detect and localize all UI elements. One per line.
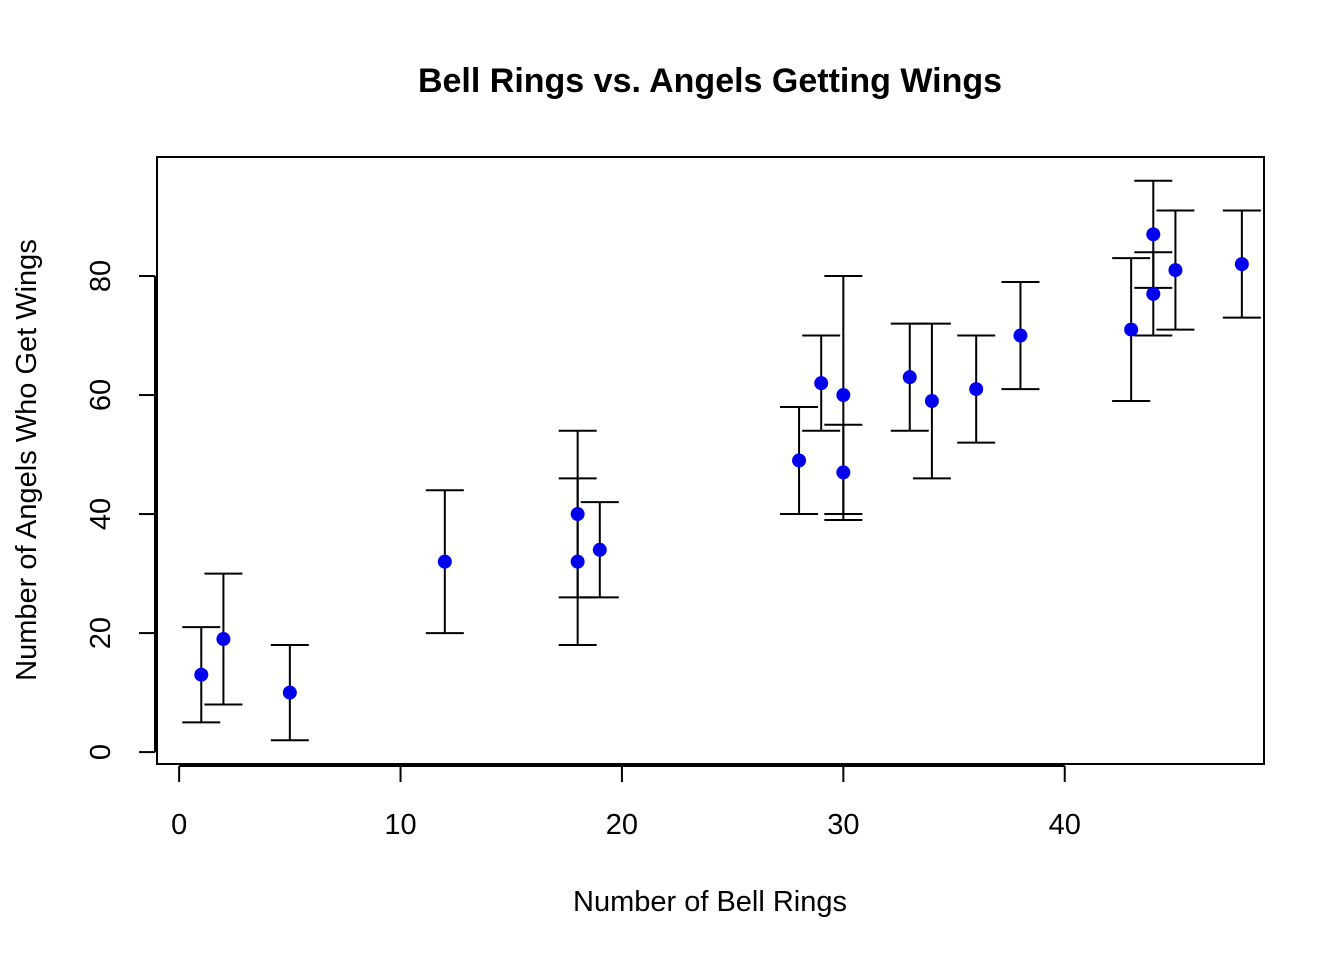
x-tick-label: 30 [827, 809, 859, 841]
x-tick-label: 10 [384, 809, 416, 841]
data-point [1013, 328, 1028, 343]
y-axis-label: Number of Angels Who Get Wings [11, 239, 43, 681]
data-point [570, 507, 585, 522]
data-point [836, 388, 851, 403]
data-point [216, 632, 231, 647]
data-point [969, 382, 984, 397]
data-point [924, 393, 939, 408]
y-tick-label: 40 [85, 498, 117, 530]
data-point [1168, 263, 1183, 278]
y-axis: 0 20 40 60 80 [85, 260, 156, 760]
data-point [592, 542, 607, 557]
y-tick-label: 60 [85, 379, 117, 411]
x-tick-label: 20 [606, 809, 638, 841]
data-point [437, 554, 452, 569]
data-point [194, 667, 209, 682]
data-point [814, 376, 829, 391]
data-point [902, 370, 917, 385]
data-point [1146, 286, 1161, 301]
data-point [792, 453, 807, 468]
x-axis: 0 10 20 30 40 [171, 765, 1081, 841]
data-point [1234, 257, 1249, 272]
data-point [1146, 227, 1161, 242]
x-tick-label: 40 [1049, 809, 1081, 841]
x-axis-label: Number of Bell Rings [573, 886, 847, 918]
data-point [570, 554, 585, 569]
y-tick-label: 20 [85, 617, 117, 649]
error-bars [182, 179, 1261, 742]
data-point [836, 465, 851, 480]
data-points [194, 227, 1249, 700]
plot-frame [156, 156, 1265, 765]
data-point [282, 685, 297, 700]
x-tick-label: 0 [171, 809, 187, 841]
data-point [1124, 322, 1139, 337]
y-tick-label: 80 [85, 260, 117, 292]
y-tick-label: 0 [85, 744, 117, 760]
chart-title: Bell Rings vs. Angels Getting Wings [418, 62, 1002, 100]
